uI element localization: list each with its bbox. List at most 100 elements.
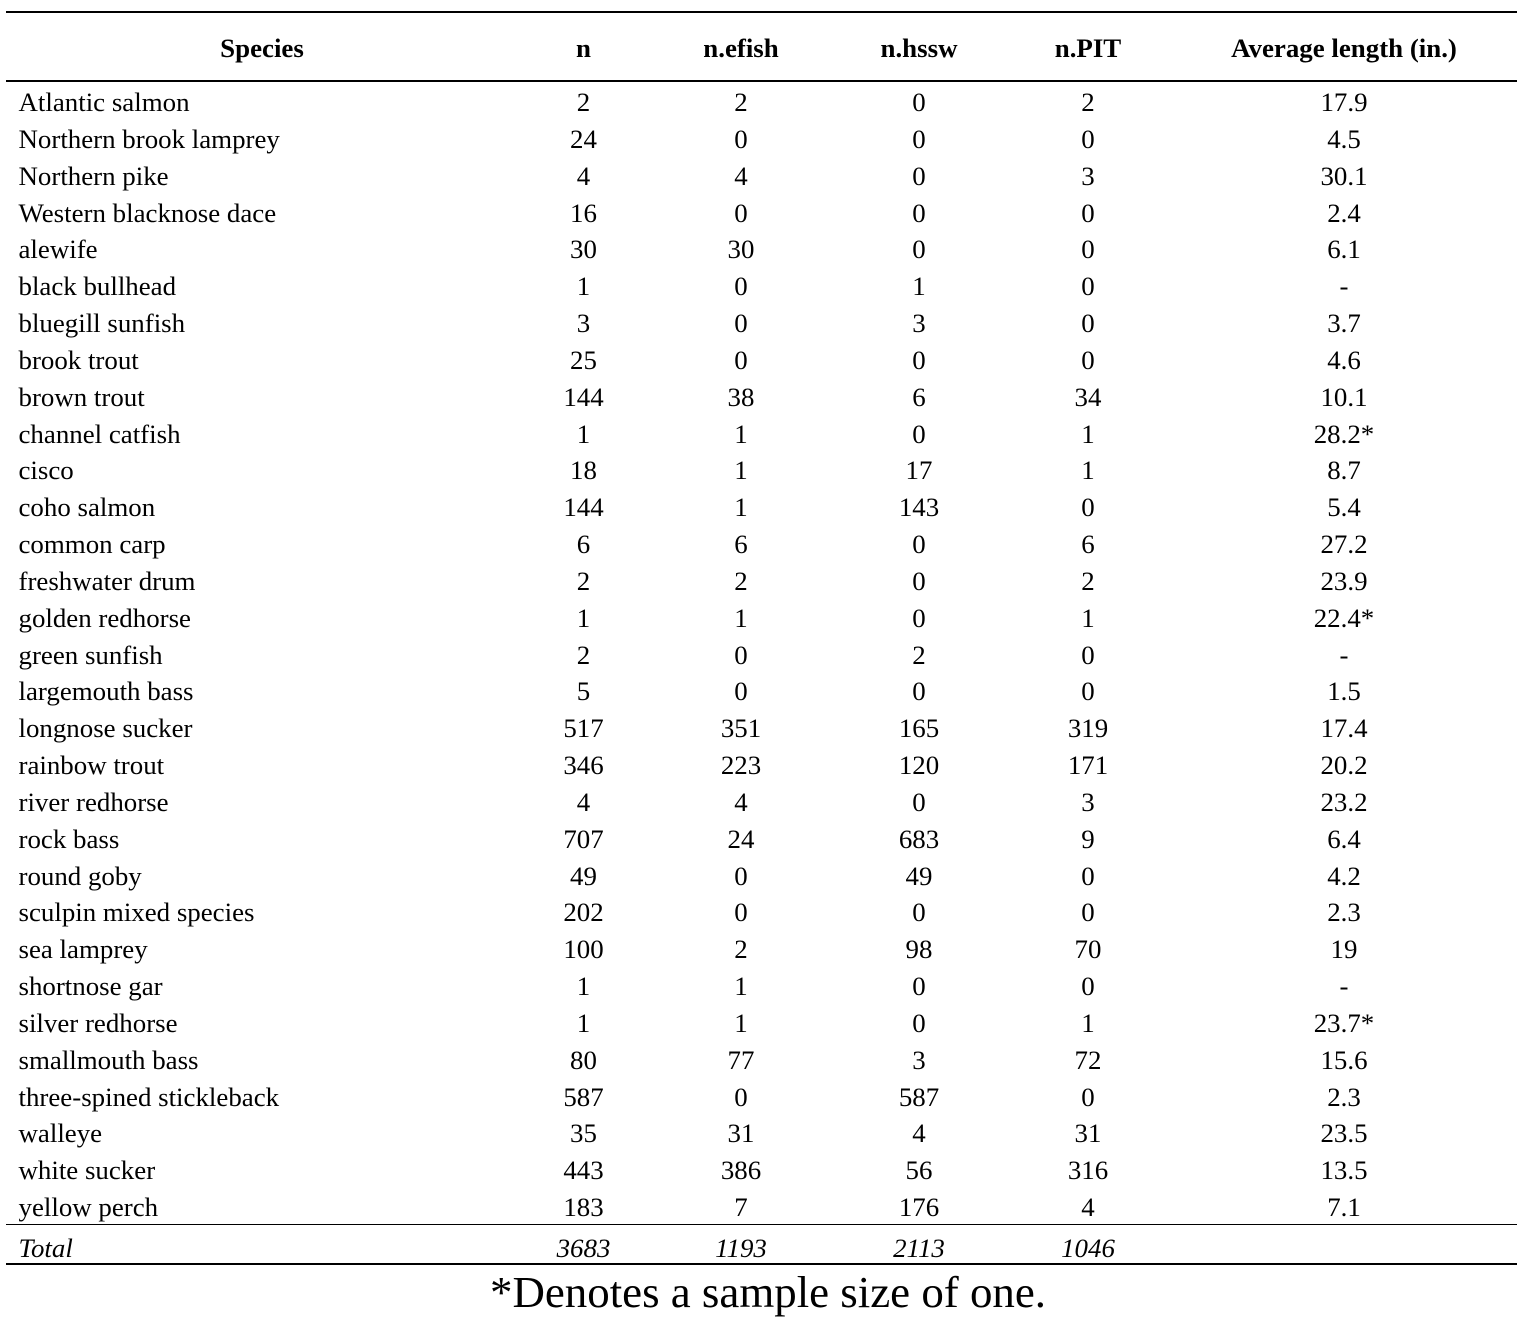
value-cell: 0: [1081, 1081, 1095, 1112]
value-cell: 144: [563, 381, 604, 412]
value-cell: 6.1: [1327, 234, 1361, 265]
value-cell: 0: [734, 1081, 748, 1112]
value-cell: 0: [912, 676, 926, 707]
value-cell: 72: [1074, 1044, 1102, 1075]
value-cell: 319: [1067, 713, 1109, 744]
value-cell: 56: [905, 1155, 933, 1186]
value-cell: 1.5: [1327, 676, 1361, 707]
value-cell: 0: [912, 344, 926, 375]
value-cell: 1: [912, 271, 926, 302]
value-cell: 15.6: [1320, 1044, 1368, 1075]
total-value-cell: 3683: [518, 1223, 649, 1264]
species-name-cell: Western blacknose dace: [18, 197, 277, 228]
value-cell: 24: [570, 124, 597, 154]
column-header-n-pit: n.PIT: [1005, 13, 1171, 83]
species-name-cell: white sucker: [18, 1155, 156, 1186]
table-row-rainbow-trout: rainbow trout 346 223 120 171 20.2: [6, 745, 1517, 782]
species-sampling-table: Species n n.efish n.hssw n.PIT Average length…: [6, 10, 1517, 1266]
value-cell: 3: [912, 1044, 926, 1075]
species-name-cell: silver redhorse: [18, 1007, 178, 1038]
total-value-cell: 1046: [1005, 1223, 1171, 1264]
value-cell: 316: [1067, 1155, 1109, 1186]
value-cell: 38: [727, 381, 755, 412]
value-cell: 31: [1074, 1118, 1102, 1149]
value-cell: -: [1339, 971, 1349, 1002]
value-cell: 1: [734, 971, 748, 1002]
value-cell: 9: [1081, 823, 1095, 854]
value-cell: 0: [734, 197, 748, 228]
value-cell: 1: [734, 455, 748, 486]
value-cell: 2.3: [1327, 1081, 1361, 1112]
column-header-species: Species: [6, 13, 518, 83]
value-cell: 0: [912, 160, 926, 191]
table-row-sculpin-mixed-species: sculpin mixed species 202 0 0 0 2.3: [6, 893, 1517, 930]
species-name-cell: yellow perch: [18, 1192, 159, 1223]
table-row-river-redhorse: river redhorse 4 4 0 3 23.2: [6, 782, 1517, 819]
table-row-smallmouth-bass: smallmouth bass 80 77 3 72 15.6: [6, 1040, 1517, 1077]
value-cell: 0: [1081, 897, 1095, 928]
value-cell: 3: [1081, 786, 1095, 817]
value-cell: 13.5: [1320, 1155, 1368, 1186]
value-cell: 2: [1081, 565, 1095, 596]
value-cell: 2.3: [1327, 897, 1361, 928]
value-cell: 19: [1330, 934, 1358, 965]
value-cell: 17: [905, 455, 933, 486]
value-cell: 17.4: [1320, 713, 1368, 744]
species-name-cell: Atlantic salmon: [18, 87, 190, 118]
table-row-yellow-perch: yellow perch 183 7 176 4 7.1: [6, 1187, 1517, 1224]
table-row-white-sucker: white sucker 443 386 56 316 13.5: [6, 1150, 1517, 1187]
species-name-cell: Northern pike: [18, 160, 169, 191]
value-cell: 24: [727, 823, 755, 854]
value-cell: 23.5: [1320, 1118, 1368, 1149]
value-cell: 23.9: [1320, 565, 1368, 596]
value-cell: 30: [727, 234, 755, 265]
value-cell: 1: [576, 602, 591, 633]
table-footer: Total 3683 1193 2113 1046: [6, 1223, 1517, 1264]
value-cell: 27.2: [1320, 529, 1368, 560]
value-cell: 4: [576, 786, 591, 817]
value-cell: 1: [734, 418, 748, 449]
species-name-cell: round goby: [18, 860, 142, 891]
table-row-bluegill-sunfish: bluegill sunfish 3 0 3 0 3.7: [6, 303, 1517, 340]
value-cell: 2: [576, 87, 591, 118]
value-cell: 18: [570, 455, 597, 486]
total-value-cell: 2113: [833, 1223, 1005, 1264]
species-name-cell: rock bass: [18, 823, 120, 854]
total-value-cell: 1193: [649, 1223, 833, 1264]
value-cell: 707: [563, 823, 604, 854]
value-cell: 346: [563, 750, 604, 781]
column-header-n-efish: n.efish: [649, 13, 833, 83]
value-cell: 25: [570, 344, 597, 375]
table-row-brook-trout: brook trout 25 0 0 0 4.6: [6, 340, 1517, 377]
value-cell: 0: [1081, 492, 1095, 523]
value-cell: 0: [734, 344, 748, 375]
value-cell: 0: [912, 87, 926, 118]
species-name-cell: coho salmon: [18, 492, 156, 523]
value-cell: 0: [1081, 971, 1095, 1002]
table-row-shortnose-gar: shortnose gar 1 1 0 0 -: [6, 966, 1517, 1003]
table-header: Species n n.efish n.hssw n.PIT Average length…: [6, 13, 1517, 83]
species-name-cell: three-spined stickleback: [18, 1081, 280, 1112]
value-cell: 171: [1067, 750, 1109, 781]
value-cell: 0: [734, 308, 748, 339]
value-cell: 0: [1081, 271, 1095, 302]
value-cell: 8.7: [1327, 455, 1361, 486]
table-row-atlantic-salmon: Atlantic salmon 2 2 0 2 17.9: [6, 82, 1517, 119]
value-cell: 0: [1081, 197, 1095, 228]
value-cell: 16: [570, 197, 597, 228]
table-header-row: Species n n.efish n.hssw n.PIT Average length…: [6, 13, 1517, 83]
value-cell: 183: [563, 1192, 604, 1223]
table-row-green-sunfish: green sunfish 2 0 2 0 -: [6, 635, 1517, 672]
value-cell: 6: [576, 529, 591, 560]
value-cell: -: [1339, 639, 1349, 670]
value-cell: 23.7*: [1313, 1007, 1375, 1038]
species-name-cell: rainbow trout: [18, 750, 165, 781]
value-cell: 0: [1081, 234, 1095, 265]
value-cell: 176: [898, 1192, 940, 1223]
table-row-three-spined-stickleback: three-spined stickleback 587 0 587 0 2.3: [6, 1077, 1517, 1114]
value-cell: 0: [912, 1007, 926, 1038]
table-row-brown-trout: brown trout 144 38 6 34 10.1: [6, 377, 1517, 414]
value-cell: -: [1339, 271, 1349, 302]
value-cell: 3: [576, 308, 591, 339]
value-cell: 1: [576, 418, 591, 449]
